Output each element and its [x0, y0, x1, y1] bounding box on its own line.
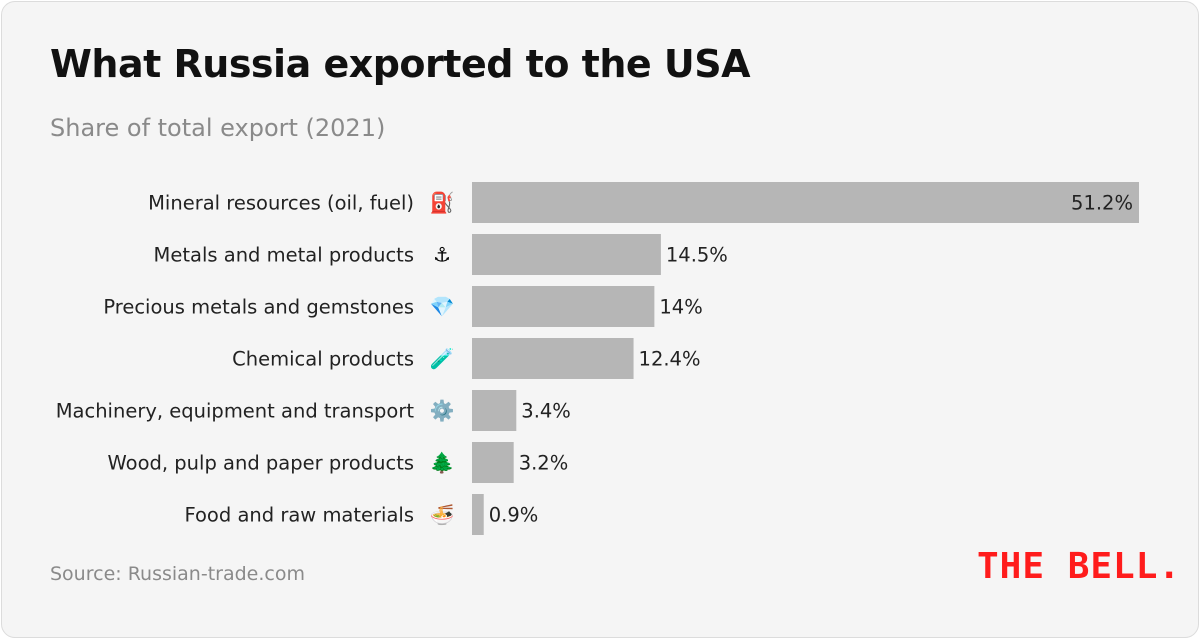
value-label-wood-pulp-and-paper-products: 3.2% [519, 452, 569, 475]
value-label-chemical-products: 12.4% [639, 348, 701, 371]
category-label-metals-and-metal-products: Metals and metal products [154, 244, 414, 267]
category-icon-precious-metals-and-gemstones: 💎 [430, 295, 455, 319]
category-icon-wood-pulp-and-paper-products: 🌲 [430, 451, 455, 475]
value-label-food-and-raw-materials: 0.9% [489, 504, 539, 527]
value-label-precious-metals-and-gemstones: 14% [659, 296, 702, 319]
value-label-mineral-resources-oil-fuel: 51.2% [1071, 192, 1133, 215]
bar-chemical-products [472, 338, 634, 379]
category-label-chemical-products: Chemical products [232, 348, 414, 371]
bar-food-and-raw-materials [472, 494, 484, 535]
chart-subtitle: Share of total export (2021) [50, 114, 386, 142]
category-label-precious-metals-and-gemstones: Precious metals and gemstones [103, 296, 414, 319]
the-bell-logo: THE BELL. [977, 546, 1182, 587]
category-icon-food-and-raw-materials: 🍜 [430, 503, 455, 527]
category-label-wood-pulp-and-paper-products: Wood, pulp and paper products [108, 452, 414, 475]
category-icon-mineral-resources-oil-fuel: ⛽ [430, 191, 455, 215]
bar-machinery-equipment-and-transport [472, 390, 517, 431]
category-icon-chemical-products: 🧪 [430, 347, 455, 371]
source-note: Source: Russian-trade.com [50, 563, 305, 585]
category-label-food-and-raw-materials: Food and raw materials [184, 504, 414, 527]
category-label-machinery-equipment-and-transport: Machinery, equipment and transport [56, 400, 415, 423]
category-icon-machinery-equipment-and-transport: ⚙️ [430, 399, 455, 423]
bar-wood-pulp-and-paper-products [472, 442, 514, 483]
bar-precious-metals-and-gemstones [472, 286, 655, 327]
category-label-mineral-resources-oil-fuel: Mineral resources (oil, fuel) [148, 192, 414, 215]
bar-mineral-resources-oil-fuel [472, 182, 1139, 223]
bar-chart: Mineral resources (oil, fuel) ⛽ 51.2% Metal… [56, 182, 1139, 535]
chart-title: What Russia exported to the USA [50, 42, 751, 86]
value-label-metals-and-metal-products: 14.5% [666, 244, 728, 267]
value-label-machinery-equipment-and-transport: 3.4% [521, 400, 571, 423]
category-icon-metals-and-metal-products: ⚓ [433, 243, 451, 267]
bar-metals-and-metal-products [472, 234, 661, 275]
